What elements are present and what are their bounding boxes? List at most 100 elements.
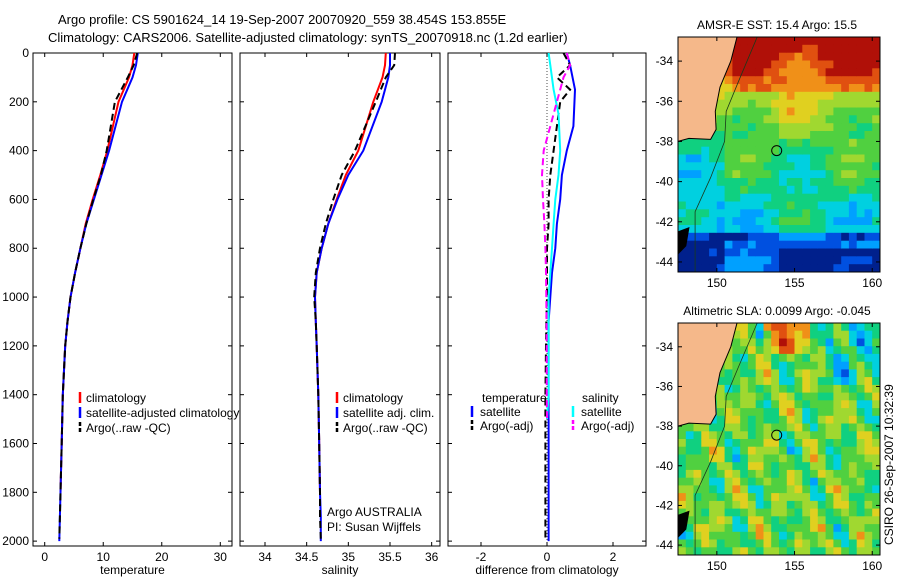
field-cell [872, 146, 881, 155]
field-cell [856, 76, 865, 85]
field-cell [685, 162, 695, 171]
field-cell [841, 377, 850, 386]
field-cell [802, 193, 811, 202]
field-cell [841, 477, 850, 486]
field-cell [779, 170, 788, 179]
field-cell [724, 76, 733, 85]
field-cell [771, 138, 780, 148]
field-cell [794, 524, 803, 533]
legend: temperature salinitysatelliteArgo(-adj)sa… [470, 391, 634, 433]
field-cell [841, 138, 850, 148]
field-cell [771, 415, 780, 424]
field-cell [763, 431, 772, 440]
field-cell [864, 232, 873, 242]
field-cell [716, 84, 726, 93]
field-cell [755, 256, 764, 265]
field-cell [817, 240, 827, 249]
field-cell [802, 431, 811, 440]
field-cell [701, 225, 710, 234]
field-cell [802, 400, 811, 409]
field-cell [755, 232, 764, 242]
field-cell [872, 539, 881, 548]
field-cell [848, 138, 858, 148]
field-cell [833, 37, 842, 46]
field-cell [817, 547, 827, 556]
field-cell [763, 91, 772, 101]
field-cell [763, 256, 772, 265]
field-cell [856, 170, 865, 179]
field-cell [716, 248, 726, 257]
field-cell [848, 232, 858, 242]
field-cell [755, 170, 764, 179]
field-cell [740, 454, 749, 463]
field-cell [848, 162, 858, 171]
field-cell [685, 256, 695, 265]
field-cell [848, 99, 858, 108]
field-cell [864, 508, 873, 517]
field-cell [817, 232, 827, 242]
field-cell [724, 377, 733, 386]
field-cell [872, 353, 881, 363]
field-cell [833, 201, 842, 210]
field-cell [740, 485, 749, 494]
field-cell [678, 439, 687, 448]
field-cell [872, 154, 881, 163]
field-cell [755, 477, 764, 486]
field-cell [716, 477, 726, 486]
field-cell [802, 369, 811, 378]
field-cell [833, 256, 842, 265]
field-cell [724, 361, 733, 370]
field-cell [701, 539, 710, 548]
field-cell [802, 392, 811, 401]
y-tick-label: -38 [656, 134, 674, 148]
field-cell [825, 209, 834, 218]
field-cell [747, 107, 757, 116]
field-cell [724, 107, 733, 116]
field-cell [833, 264, 842, 273]
field-cell [693, 248, 702, 257]
field-cell [833, 91, 842, 101]
field-cell [825, 547, 834, 556]
field-cell [716, 115, 726, 124]
field-cell [825, 52, 834, 61]
field-cell [794, 170, 803, 179]
field-cell [856, 146, 865, 155]
x-tick-label: 35 [342, 550, 356, 564]
field-cell [810, 353, 819, 363]
field-cell [685, 225, 695, 234]
field-cell [848, 323, 858, 332]
field-cell [755, 154, 764, 163]
field-cell [810, 225, 819, 234]
field-cell [872, 52, 881, 61]
field-cell [794, 52, 803, 61]
field-cell [709, 431, 718, 440]
field-cell [817, 531, 827, 540]
field-cell [732, 52, 741, 61]
field-cell [755, 76, 764, 85]
field-cell [872, 415, 881, 424]
field-cell [755, 423, 764, 432]
field-cell [732, 508, 741, 517]
field-cell [802, 107, 811, 116]
field-cell [810, 193, 819, 202]
shelf-contour [694, 36, 758, 272]
field-cell [755, 52, 764, 61]
field-cell [802, 377, 811, 386]
field-cell [848, 217, 858, 226]
y-tick-label: 200 [9, 95, 29, 109]
field-cell [794, 217, 803, 226]
field-cell [802, 123, 811, 132]
y-tick-label: -36 [656, 379, 674, 393]
field-cell [864, 462, 873, 471]
field-cell [678, 264, 687, 273]
field-cell [755, 240, 764, 249]
field-cell [786, 439, 796, 448]
field-cell [771, 446, 780, 455]
field-cell [872, 377, 881, 386]
field-cell [794, 353, 803, 363]
field-cell [872, 408, 881, 417]
field-cell [864, 162, 873, 171]
field-cell [755, 84, 764, 93]
field-cell [755, 193, 764, 202]
field-cell [740, 76, 749, 85]
